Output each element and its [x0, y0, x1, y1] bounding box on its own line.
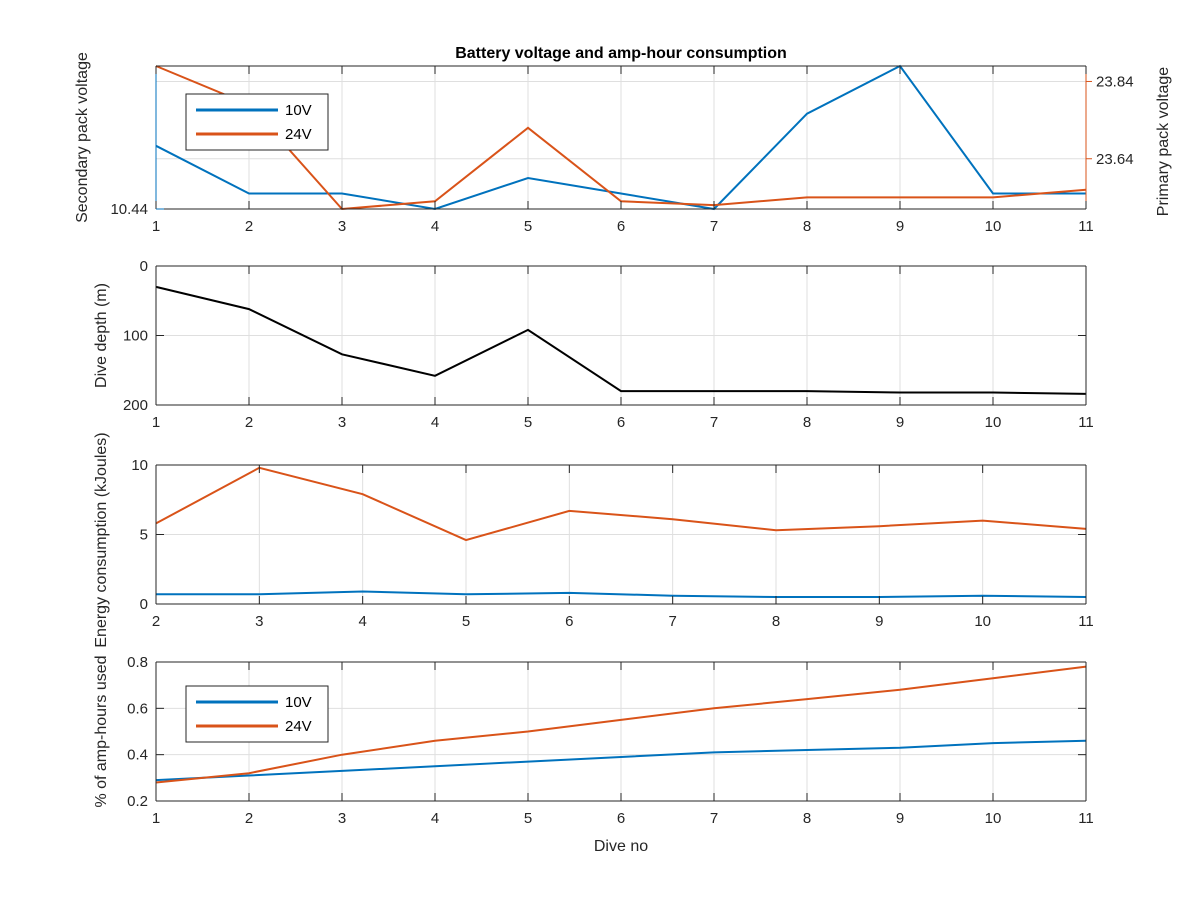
x-tick-label: 2 — [152, 613, 160, 630]
x-tick-label: 8 — [772, 613, 780, 630]
y-tick-label: 0.4 — [127, 747, 148, 764]
x-tick-label: 10 — [974, 613, 991, 630]
series-line-10v — [155, 739, 1087, 782]
x-tick-label: 4 — [431, 218, 439, 235]
x-tick-label: 9 — [896, 414, 904, 431]
x-tick-label: 9 — [896, 810, 904, 827]
x-tick-label: 3 — [255, 613, 263, 630]
x-tick-label: 2 — [245, 414, 253, 431]
legend-box — [185, 93, 329, 151]
y-tick-label: 200 — [123, 397, 148, 414]
series-line-10v — [155, 64, 1086, 211]
x-tick-label: 11 — [1078, 810, 1094, 827]
x-tick-label: 5 — [524, 414, 532, 431]
y-tick-label: 100 — [123, 328, 148, 345]
x-tick-label: 6 — [617, 414, 625, 431]
x-tick-label: 4 — [431, 810, 439, 827]
y-tick-label: 5 — [140, 527, 148, 544]
x-tick-label: 6 — [565, 613, 573, 630]
y-axis-label: Energy consumption (kJoules) — [93, 432, 110, 647]
x-tick-label: 5 — [524, 218, 532, 235]
x-tick-label: 4 — [431, 414, 439, 431]
legend-label-24v: 24V — [285, 718, 312, 735]
panel-3: 2 3 4 5 6 7 8 9 10 11 0 5 10 Energy consumption (kJou… — [93, 432, 1094, 647]
x-tick-label: 8 — [803, 218, 811, 235]
x-tick-label: 9 — [875, 613, 883, 630]
series-line-1 — [155, 285, 1087, 395]
y-axis-label-right: Primary pack voltage — [1155, 67, 1172, 216]
y-tick-label: 0 — [140, 258, 148, 275]
x-tick-label: 3 — [338, 414, 346, 431]
x-tick-label: 2 — [245, 810, 253, 827]
x-tick-label: 6 — [617, 810, 625, 827]
x-tick-label: 10 — [985, 218, 1002, 235]
panel-2: 1 2 3 4 5 6 7 8 9 10 11 0 100 200 Dive depth (m) — [93, 258, 1094, 431]
x-tick-label: 7 — [668, 613, 676, 630]
x-tick-label: 10 — [985, 414, 1002, 431]
x-tick-label: 11 — [1078, 613, 1094, 630]
legend-label-10v: 10V — [285, 694, 312, 711]
y-tick-label: 0.6 — [127, 700, 148, 717]
x-tick-label: 7 — [710, 810, 718, 827]
y-tick-label: 0.2 — [127, 793, 148, 810]
x-tick-label: 10 — [985, 810, 1002, 827]
series-line-24v — [155, 665, 1087, 784]
y-axis-label: Secondary pack voltage — [74, 52, 91, 223]
y-axis-label: % of amp-hours used — [93, 655, 110, 807]
chart-title: Battery voltage and amp-hour consumption — [455, 45, 787, 62]
x-tick-label: 1 — [152, 810, 160, 827]
x-tick-label: 7 — [710, 414, 718, 431]
y-tick-label: 0 — [140, 596, 148, 613]
x-tick-label: 9 — [896, 218, 904, 235]
x-tick-label: 8 — [803, 810, 811, 827]
legend-label-10v: 10V — [285, 102, 312, 119]
x-tick-label: 11 — [1078, 414, 1094, 431]
x-tick-label: 1 — [152, 414, 160, 431]
x-tick-label: 8 — [803, 414, 811, 431]
x-tick-label: 11 — [1078, 218, 1094, 235]
x-tick-label: 2 — [245, 218, 253, 235]
y-tick-label-right: 23.64 — [1096, 151, 1134, 168]
series-line-2 — [156, 590, 1087, 598]
x-tick-label: 1 — [152, 218, 160, 235]
legend-label-24v: 24V — [285, 126, 312, 143]
x-tick-label: 3 — [338, 218, 346, 235]
x-tick-label: 4 — [358, 613, 366, 630]
x-tick-label: 5 — [462, 613, 470, 630]
y-tick-label-right: 23.84 — [1096, 73, 1134, 90]
y-tick-label: 0.8 — [127, 654, 148, 671]
y-axis-label: Dive depth (m) — [93, 283, 110, 388]
x-tick-label: 3 — [338, 810, 346, 827]
panel-1: 1 2 3 4 5 6 7 8 9 10 11 10.44 23.64 23.84 Battery volt… — [74, 45, 1172, 235]
legend-box — [185, 685, 329, 743]
y-tick-label: 10.44 — [110, 201, 148, 218]
y-tick-label: 10 — [131, 457, 148, 474]
x-tick-label: 7 — [710, 218, 718, 235]
x-axis-label: Dive no — [594, 838, 648, 855]
x-tick-label: 5 — [524, 810, 532, 827]
panel-4: 1 2 3 4 5 6 7 8 9 10 11 0.2 0.4 0.6 0.8 Dive no % of amp… — [93, 654, 1094, 855]
series-line-1 — [155, 466, 1087, 542]
x-tick-label: 6 — [617, 218, 625, 235]
